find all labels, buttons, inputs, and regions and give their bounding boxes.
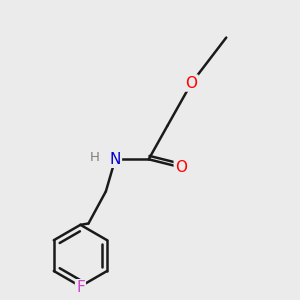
- Text: F: F: [76, 280, 85, 295]
- Text: N: N: [110, 152, 121, 167]
- Text: O: O: [185, 76, 197, 91]
- Text: H: H: [90, 152, 100, 164]
- Text: O: O: [175, 160, 187, 175]
